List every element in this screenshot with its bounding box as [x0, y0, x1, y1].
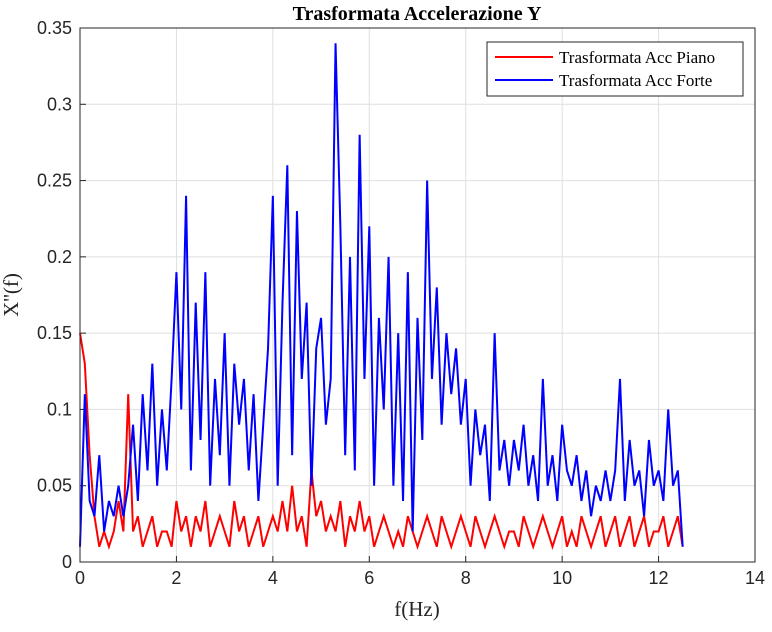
y-axis-label: X''(f) — [0, 273, 23, 317]
x-tick-label: 2 — [171, 568, 181, 588]
x-tick-label: 10 — [552, 568, 572, 588]
y-tick-label: 0.35 — [37, 18, 72, 38]
y-tick-label: 0.15 — [37, 323, 72, 343]
y-tick-label: 0 — [62, 552, 72, 572]
x-tick-label: 6 — [364, 568, 374, 588]
axes-box — [79, 27, 756, 563]
y-tick-label: 0.1 — [47, 399, 72, 419]
y-tick-label: 0.25 — [37, 171, 72, 191]
x-tick-label: 12 — [649, 568, 669, 588]
data-line — [79, 332, 684, 551]
legend-box — [486, 41, 744, 97]
legend-label: Trasformata Acc Piano — [559, 48, 715, 67]
plot-area — [80, 28, 755, 562]
x-tick-label: 8 — [461, 568, 471, 588]
chart-title: Trasformata Accelerazione Y — [293, 3, 542, 25]
x-tick-label: 4 — [268, 568, 278, 588]
y-tick-label: 0.3 — [47, 94, 72, 114]
x-axis-label: f(Hz) — [394, 597, 439, 621]
x-tick-label: 14 — [745, 568, 765, 588]
y-tick-label: 0.2 — [47, 247, 72, 267]
x-tick-label: 0 — [75, 568, 85, 588]
data-line — [79, 43, 684, 547]
legend-label: Trasformata Acc Forte — [559, 71, 712, 90]
y-tick-label: 0.05 — [37, 476, 72, 496]
